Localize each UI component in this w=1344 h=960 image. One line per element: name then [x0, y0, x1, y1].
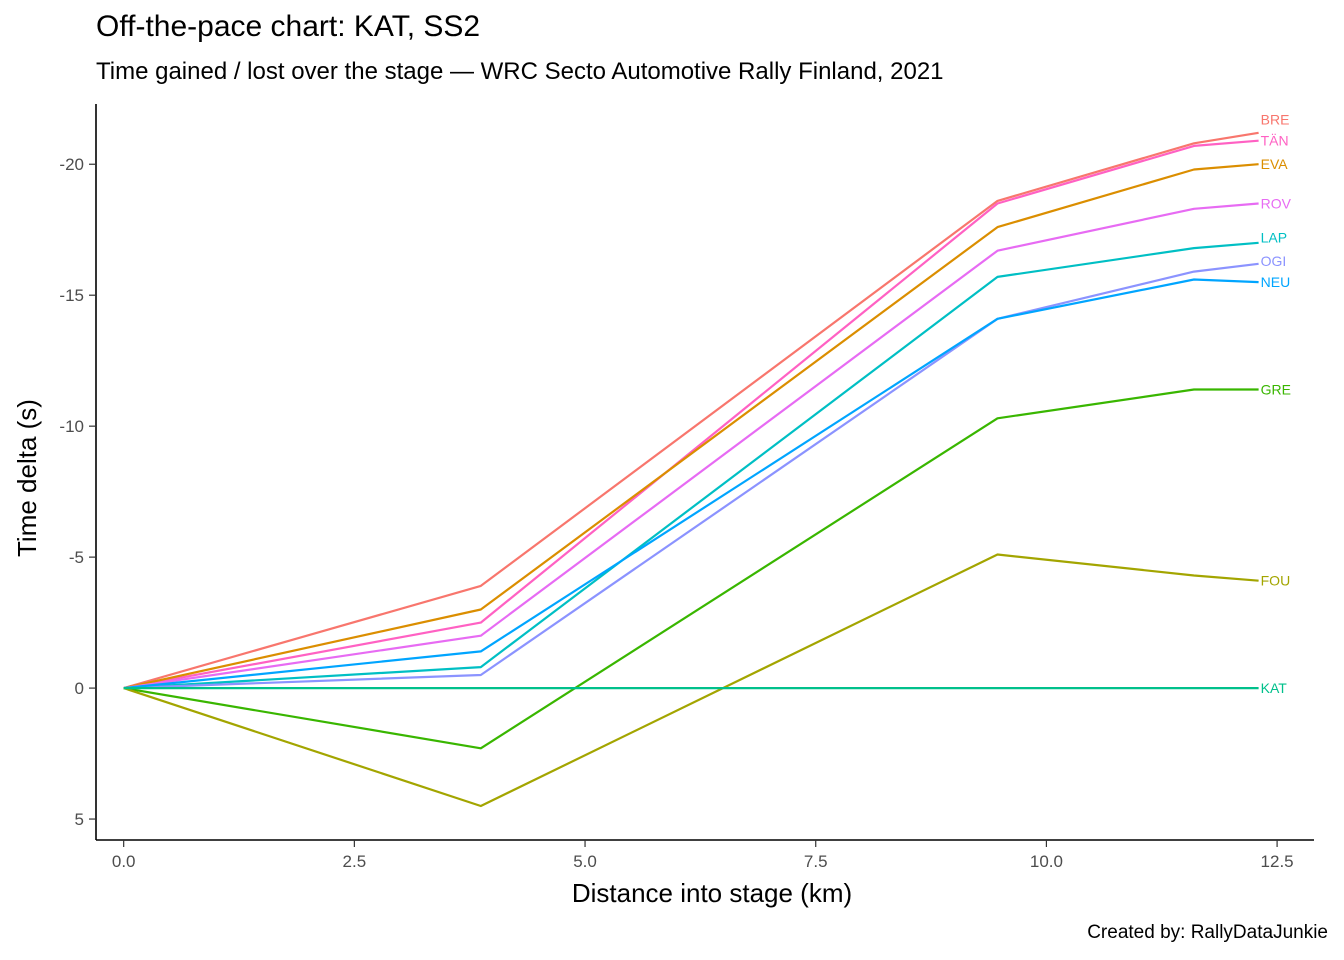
x-tick-label-1: 2.5	[343, 852, 367, 871]
series-label-bre: BRE	[1261, 112, 1290, 128]
chart-subtitle: Time gained / lost over the stage — WRC …	[96, 58, 944, 85]
y-tick-label-0: -20	[59, 155, 84, 174]
series-line-tän	[123, 139, 1259, 690]
y-tick-label-2: -10	[59, 417, 84, 436]
series-line-bre	[123, 131, 1259, 690]
series-label-kat: KAT	[1261, 680, 1288, 696]
series-label-gre: GRE	[1261, 381, 1291, 397]
y-tick-label-1: -15	[59, 286, 84, 305]
series-line-rov	[123, 202, 1259, 690]
series-label-lap: LAP	[1261, 230, 1287, 246]
series-line-lap	[123, 241, 1259, 690]
series-label-eva: EVA	[1261, 156, 1289, 172]
chart-caption: Created by: RallyDataJunkie	[1087, 922, 1328, 943]
series-labels: BRE TÄN EVA ROV LAP OGI NEU GRE FOU KAT	[1261, 112, 1292, 696]
series-line-ogi	[123, 262, 1259, 690]
y-tick-label-4: 0	[75, 679, 84, 698]
x-tick-label-5: 12.5	[1261, 852, 1294, 871]
x-tick-label-4: 10.0	[1030, 852, 1063, 871]
series-line-gre	[123, 388, 1259, 750]
x-axis-title: Distance into stage (km)	[572, 878, 852, 908]
x-tick-label-0: 0.0	[112, 852, 136, 871]
series-label-rov: ROV	[1261, 196, 1292, 212]
chart-title: Off-the-pace chart: KAT, SS2	[96, 10, 481, 43]
x-tick-label-3: 7.5	[804, 852, 828, 871]
series-line-neu	[123, 278, 1259, 690]
y-tick-label-3: -5	[69, 548, 84, 567]
series-line-eva	[123, 163, 1259, 690]
series-label-fou: FOU	[1261, 573, 1291, 589]
series-line-fou	[123, 553, 1259, 808]
axes: 0.0 2.5 5.0 7.5 10.0 12.5 -20 -15 -10 -5 0 5	[59, 104, 1314, 871]
series-label-tän: TÄN	[1261, 133, 1289, 149]
y-tick-label-5: 5	[75, 810, 84, 829]
series-lines	[123, 131, 1259, 808]
series-label-ogi: OGI	[1261, 253, 1287, 269]
series-label-neu: NEU	[1261, 274, 1291, 290]
x-tick-label-2: 5.0	[573, 852, 597, 871]
y-axis-title: Time delta (s)	[12, 399, 42, 557]
